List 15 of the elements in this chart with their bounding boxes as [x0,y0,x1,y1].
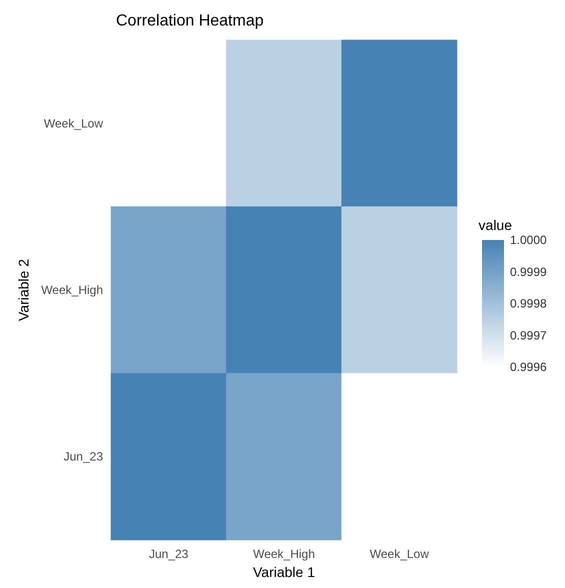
color-bar-label: 0.9999 [510,264,548,279]
y-axis-title: Variable 2 [15,258,32,322]
y-tick-label: Week_High [41,283,103,297]
y-tick-label: Jun_23 [64,450,104,464]
y-tick-label: Week_Low [44,116,104,130]
color-bar-label: 1.0000 [510,233,548,247]
x-axis-title: Variable 1 [252,564,316,580]
color-bar-label: 0.9997 [510,328,548,342]
color-bar-title: value [478,217,512,233]
chart-title: Correlation Heatmap [116,12,264,30]
x-tick-label: Jun_23 [148,547,189,561]
color-bar-label: 0.9996 [510,360,548,374]
x-tick-label: Week_High [253,547,315,561]
color-bar-label: 0.9998 [510,296,548,310]
x-tick-label: Week_Low [370,547,430,561]
